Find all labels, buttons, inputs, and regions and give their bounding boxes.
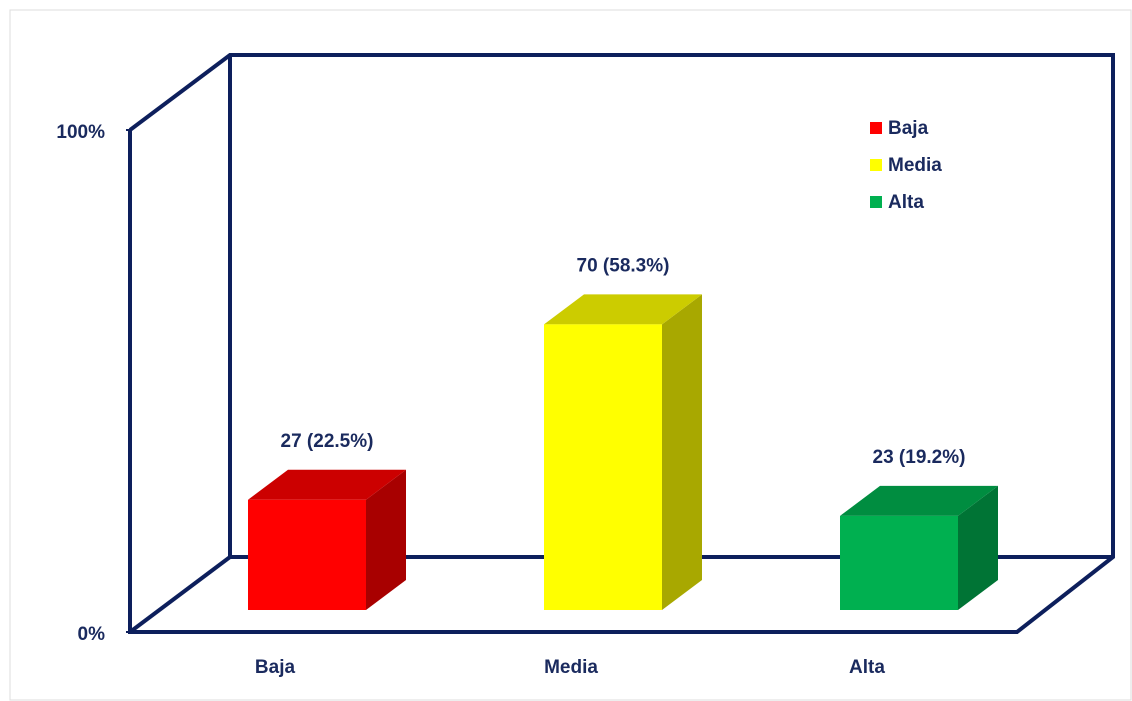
y-tick-label: 0% — [78, 624, 106, 645]
legend-swatch — [870, 159, 882, 171]
data-label: 70 (58.3%) — [577, 255, 670, 276]
bar — [248, 499, 366, 610]
frame — [9, 9, 1132, 701]
y-tick-label: 100% — [56, 122, 105, 143]
x-tick-label: Media — [544, 657, 598, 678]
data-label: 27 (22.5%) — [281, 431, 374, 452]
x-tick-label: Alta — [849, 657, 885, 678]
floor-edge — [128, 555, 232, 634]
bar — [544, 324, 662, 610]
bar — [840, 515, 958, 610]
bar-top — [248, 469, 406, 500]
legend-swatch — [870, 122, 882, 134]
data-label: 23 (19.2%) — [873, 447, 966, 468]
legend-swatch — [870, 196, 882, 208]
legend-label: Alta — [888, 192, 924, 213]
bar-side — [662, 294, 702, 610]
bar-side — [366, 469, 406, 610]
legend-label: Baja — [888, 118, 929, 139]
legend-label: Media — [888, 155, 942, 176]
x-tick-label: Baja — [255, 657, 296, 678]
bar-top — [544, 294, 702, 325]
bar-side — [958, 485, 998, 610]
bar-top — [840, 485, 998, 516]
